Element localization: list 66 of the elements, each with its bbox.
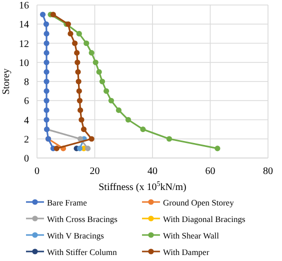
y-tick-label: 2: [24, 134, 29, 146]
point: [166, 136, 172, 142]
point: [44, 30, 50, 36]
point: [78, 107, 84, 113]
x-tick-label: 60: [205, 166, 216, 177]
point: [92, 60, 98, 66]
x-tick-label: 80: [263, 166, 273, 177]
y-tick-label: 4: [24, 115, 29, 126]
y-tick-label: 6: [24, 96, 29, 108]
legend-label: With Cross Bracings: [47, 214, 118, 224]
point: [40, 12, 46, 18]
point: [44, 107, 50, 113]
point: [140, 126, 146, 132]
legend-label: Ground Open Storey: [163, 198, 235, 208]
point: [88, 136, 94, 142]
point: [116, 107, 122, 113]
legend-label: Bare Frame: [47, 198, 88, 208]
point: [50, 12, 56, 18]
y-tick-label: 14: [19, 20, 29, 31]
point: [78, 136, 84, 142]
legend-label: With Stiffer Column: [47, 247, 118, 257]
point: [44, 98, 50, 104]
point: [104, 88, 110, 94]
point: [125, 116, 132, 123]
legend-label: With V Bracings: [47, 230, 104, 240]
point: [76, 88, 82, 94]
point: [76, 98, 83, 104]
point: [43, 21, 50, 27]
y-tick-label: 10: [19, 58, 29, 69]
legend-label: With Shear Wall: [163, 230, 220, 240]
point: [99, 78, 106, 84]
x-tick-label: 0: [34, 166, 40, 177]
point: [76, 146, 83, 152]
y-tick-label: 12: [19, 38, 29, 50]
point: [76, 78, 82, 84]
x-tick-label: 20: [90, 166, 100, 177]
point: [68, 30, 74, 36]
x-axis-title: Stiffness (x 10$^{5}$kN/m): [98, 180, 186, 193]
y-tick-label: 16: [19, 0, 29, 12]
point: [44, 50, 50, 56]
legend-label: With Diagonal Bracings: [163, 214, 246, 224]
point: [44, 88, 50, 94]
point: [88, 50, 94, 56]
point: [72, 40, 78, 46]
point: [85, 146, 91, 152]
x-tick-label: 40: [148, 166, 158, 177]
y-tick-label: 0: [24, 154, 29, 164]
y-axis-title: Storey: [1, 68, 12, 95]
point: [44, 40, 50, 46]
point: [44, 78, 50, 84]
point: [214, 146, 220, 152]
point: [44, 60, 50, 66]
point: [75, 69, 81, 75]
point: [74, 50, 80, 56]
point: [74, 60, 80, 66]
point: [44, 69, 50, 75]
point: [78, 116, 84, 123]
legend-label: With Damper: [163, 247, 210, 257]
y-tick-label: 8: [24, 77, 29, 88]
point: [54, 146, 60, 152]
point: [44, 116, 50, 123]
point: [84, 40, 90, 46]
point: [80, 126, 87, 132]
point: [76, 30, 82, 36]
point: [108, 98, 114, 104]
point: [96, 69, 102, 75]
